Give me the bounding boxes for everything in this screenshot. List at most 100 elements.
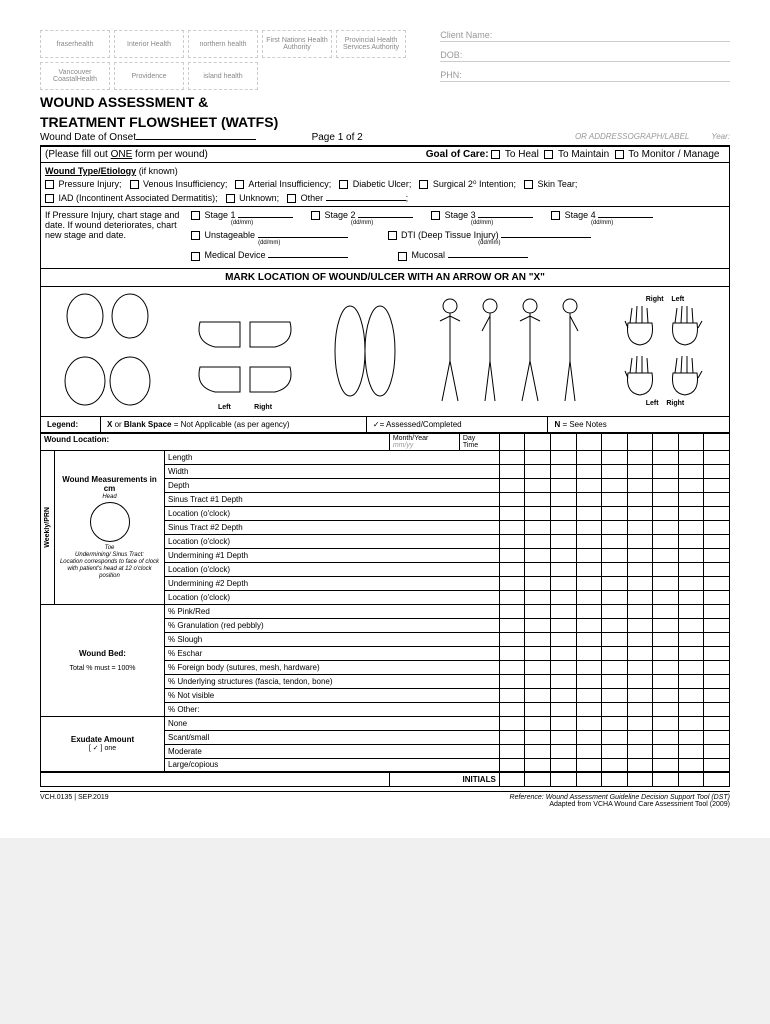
data-cell[interactable] <box>704 744 730 758</box>
data-cell[interactable] <box>576 548 602 562</box>
data-cell[interactable] <box>653 758 679 772</box>
data-cell[interactable] <box>653 548 679 562</box>
etio-checkbox[interactable] <box>419 180 428 189</box>
data-cell[interactable] <box>627 688 653 702</box>
data-cell[interactable] <box>653 688 679 702</box>
data-cell[interactable] <box>525 632 551 646</box>
data-cell[interactable] <box>678 646 704 660</box>
data-cell[interactable] <box>499 492 525 506</box>
data-cell[interactable] <box>704 464 730 478</box>
data-col[interactable] <box>576 433 602 450</box>
data-cell[interactable] <box>525 590 551 604</box>
data-cell[interactable] <box>653 744 679 758</box>
data-cell[interactable] <box>678 716 704 730</box>
data-cell[interactable] <box>499 534 525 548</box>
data-cell[interactable] <box>678 688 704 702</box>
goal-checkbox[interactable] <box>615 150 624 159</box>
data-cell[interactable] <box>704 632 730 646</box>
data-cell[interactable] <box>602 450 628 464</box>
onset-field[interactable] <box>136 139 256 140</box>
data-cell[interactable] <box>499 520 525 534</box>
data-cell[interactable] <box>576 506 602 520</box>
data-cell[interactable] <box>550 590 576 604</box>
data-cell[interactable] <box>550 674 576 688</box>
data-cell[interactable] <box>576 702 602 716</box>
data-cell[interactable] <box>678 632 704 646</box>
data-cell[interactable] <box>602 506 628 520</box>
data-cell[interactable] <box>678 618 704 632</box>
data-cell[interactable] <box>602 758 628 772</box>
data-cell[interactable] <box>678 478 704 492</box>
data-cell[interactable] <box>550 632 576 646</box>
data-cell[interactable] <box>576 744 602 758</box>
data-cell[interactable] <box>576 730 602 744</box>
data-cell[interactable] <box>627 492 653 506</box>
etio-checkbox[interactable] <box>45 194 54 203</box>
data-cell[interactable] <box>525 562 551 576</box>
data-cell[interactable] <box>678 674 704 688</box>
data-cell[interactable] <box>627 632 653 646</box>
data-cell[interactable] <box>602 548 628 562</box>
data-cell[interactable] <box>602 520 628 534</box>
data-cell[interactable] <box>525 534 551 548</box>
data-cell[interactable] <box>525 604 551 618</box>
data-cell[interactable] <box>704 758 730 772</box>
data-cell[interactable] <box>602 674 628 688</box>
data-cell[interactable] <box>678 590 704 604</box>
data-cell[interactable] <box>627 576 653 590</box>
data-cell[interactable] <box>704 506 730 520</box>
data-cell[interactable] <box>602 646 628 660</box>
data-cell[interactable] <box>653 618 679 632</box>
data-cell[interactable] <box>525 548 551 562</box>
data-cell[interactable] <box>653 730 679 744</box>
data-cell[interactable] <box>627 562 653 576</box>
data-cell[interactable] <box>627 520 653 534</box>
data-cell[interactable] <box>602 604 628 618</box>
etio-checkbox[interactable] <box>226 194 235 203</box>
data-cell[interactable] <box>653 716 679 730</box>
data-cell[interactable] <box>653 590 679 604</box>
data-cell[interactable] <box>653 450 679 464</box>
data-cell[interactable] <box>627 618 653 632</box>
data-cell[interactable] <box>525 478 551 492</box>
data-cell[interactable] <box>678 464 704 478</box>
data-cell[interactable] <box>602 688 628 702</box>
data-cell[interactable] <box>576 478 602 492</box>
data-cell[interactable] <box>627 506 653 520</box>
data-cell[interactable] <box>678 604 704 618</box>
data-cell[interactable] <box>653 632 679 646</box>
data-cell[interactable] <box>704 492 730 506</box>
data-cell[interactable] <box>550 716 576 730</box>
data-cell[interactable] <box>678 702 704 716</box>
data-cell[interactable] <box>704 618 730 632</box>
data-cell[interactable] <box>653 520 679 534</box>
data-cell[interactable] <box>704 660 730 674</box>
data-cell[interactable] <box>678 562 704 576</box>
data-cell[interactable] <box>550 478 576 492</box>
stage-checkbox[interactable] <box>191 231 200 240</box>
data-col[interactable] <box>499 433 525 450</box>
data-cell[interactable] <box>704 702 730 716</box>
data-cell[interactable] <box>576 576 602 590</box>
data-cell[interactable] <box>653 576 679 590</box>
data-cell[interactable] <box>602 464 628 478</box>
data-cell[interactable] <box>627 730 653 744</box>
data-col[interactable] <box>525 433 551 450</box>
data-cell[interactable] <box>499 604 525 618</box>
data-col[interactable] <box>550 433 576 450</box>
data-cell[interactable] <box>678 660 704 674</box>
data-cell[interactable] <box>627 450 653 464</box>
data-cell[interactable] <box>704 646 730 660</box>
data-cell[interactable] <box>525 450 551 464</box>
data-cell[interactable] <box>602 478 628 492</box>
data-cell[interactable] <box>653 492 679 506</box>
data-cell[interactable] <box>627 548 653 562</box>
data-cell[interactable] <box>576 562 602 576</box>
data-cell[interactable] <box>704 590 730 604</box>
etio-checkbox[interactable] <box>130 180 139 189</box>
data-cell[interactable] <box>704 604 730 618</box>
data-cell[interactable] <box>525 660 551 674</box>
data-cell[interactable] <box>704 450 730 464</box>
data-cell[interactable] <box>576 660 602 674</box>
data-cell[interactable] <box>576 590 602 604</box>
